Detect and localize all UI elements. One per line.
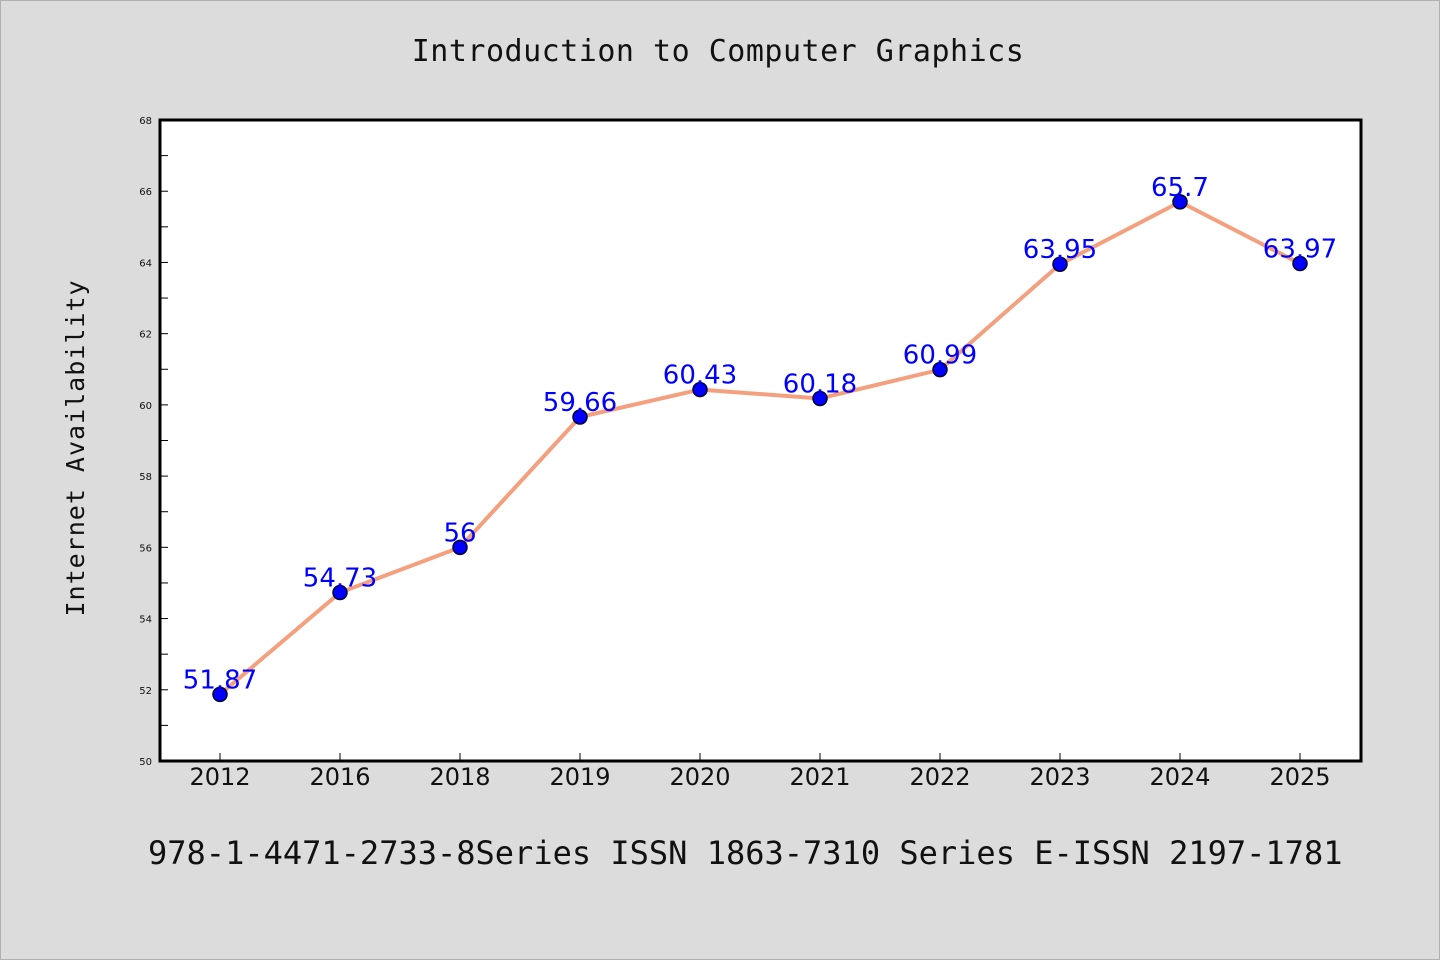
footer-text: 978-1-4471-2733-8Series ISSN 1863-7310 S… bbox=[148, 834, 1343, 872]
x-tick-label: 2023 bbox=[1029, 763, 1090, 791]
y-tick-label: 60 bbox=[139, 401, 152, 412]
data-point bbox=[452, 539, 468, 556]
x-axis: 2012 2016 2018 2019 2020 2021 2022 2023 2024 2025 bbox=[189, 753, 1331, 791]
data-point bbox=[932, 361, 948, 378]
data-label: 56 bbox=[443, 518, 476, 548]
y-tick-label: 68 bbox=[139, 116, 152, 127]
y-tick-label: 62 bbox=[139, 330, 152, 341]
y-axis: 50 52 54 56 58 60 62 64 66 68 bbox=[139, 116, 168, 768]
y-tick-label: 50 bbox=[139, 757, 152, 768]
x-tick-label: 2012 bbox=[189, 763, 250, 791]
data-point bbox=[1052, 256, 1068, 272]
x-tick-label: 2020 bbox=[669, 763, 730, 791]
data-labels: 51.87 54.73 56 59.66 60.43 60.18 60.99 63.95 65.… bbox=[183, 173, 1337, 696]
chart-title: Introduction to Computer Graphics bbox=[411, 34, 1025, 69]
data-label: 63.95 bbox=[1023, 235, 1097, 265]
data-point bbox=[572, 409, 588, 425]
x-tick-label: 2025 bbox=[1269, 763, 1330, 791]
x-tick-label: 2019 bbox=[549, 763, 610, 791]
plot-border bbox=[158, 118, 1363, 763]
data-label: 65.7 bbox=[1151, 173, 1209, 203]
y-tick-label: 64 bbox=[139, 258, 152, 269]
x-tick-label: 2016 bbox=[309, 763, 370, 791]
data-label: 60.99 bbox=[903, 341, 977, 371]
y-tick-label: 66 bbox=[139, 187, 152, 198]
data-point bbox=[212, 686, 228, 703]
data-label: 60.43 bbox=[663, 361, 737, 391]
y-axis-label: Internet Availability bbox=[61, 279, 90, 616]
series-markers bbox=[212, 194, 1308, 703]
y-tick-label: 54 bbox=[139, 615, 152, 626]
data-point bbox=[332, 584, 348, 601]
x-tick-label: 2024 bbox=[1149, 763, 1210, 791]
data-point bbox=[692, 381, 708, 398]
data-point bbox=[1172, 194, 1188, 210]
y-tick-label: 56 bbox=[139, 543, 152, 554]
y-tick-label: 58 bbox=[139, 472, 152, 483]
data-label: 54.73 bbox=[303, 564, 377, 594]
data-label: 51.87 bbox=[183, 665, 257, 695]
data-label: 63.97 bbox=[1263, 235, 1337, 265]
x-tick-label: 2022 bbox=[909, 763, 970, 791]
plot-area bbox=[160, 120, 1361, 761]
x-tick-label: 2021 bbox=[789, 763, 850, 791]
series-line bbox=[218, 199, 1301, 696]
y-tick-label: 52 bbox=[139, 686, 152, 697]
data-label: 59.66 bbox=[543, 388, 617, 418]
data-label: 60.18 bbox=[783, 369, 857, 399]
x-tick-label: 2018 bbox=[429, 763, 490, 791]
data-point bbox=[812, 390, 828, 407]
data-point bbox=[1292, 255, 1308, 272]
